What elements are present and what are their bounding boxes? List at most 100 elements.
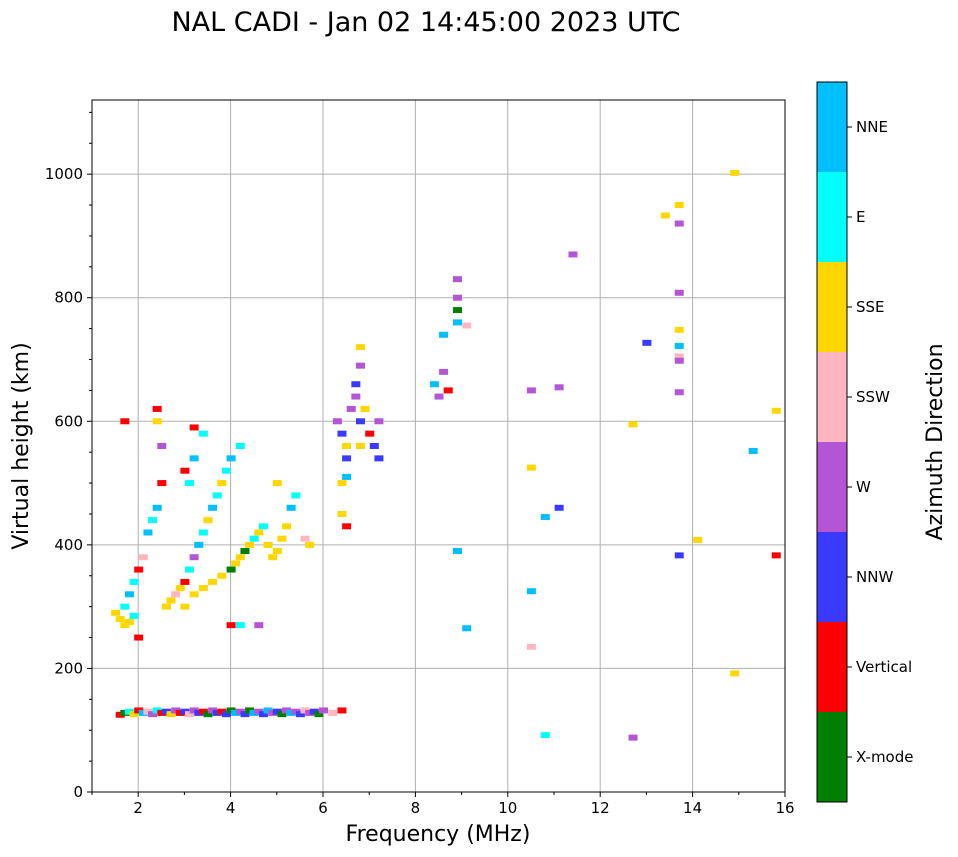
- data-point: [152, 418, 162, 425]
- data-point: [185, 711, 195, 718]
- x-tick-label: 10: [498, 799, 517, 817]
- data-point: [221, 467, 231, 474]
- y-tick-label: 600: [54, 412, 83, 430]
- data-point: [258, 523, 268, 530]
- data-point: [217, 708, 227, 715]
- data-point: [157, 443, 167, 449]
- data-point: [674, 326, 684, 333]
- data-point: [730, 670, 740, 677]
- data-point: [674, 289, 684, 296]
- data-point: [124, 591, 134, 598]
- data-point: [249, 535, 259, 542]
- x-axis-ticks: 2 4 6 8 10 12 14 16: [91, 792, 795, 817]
- plot-area: 2 4 6 8 10 12 14 16 0 200 400 600 800 1000: [45, 99, 795, 817]
- data-point: [268, 709, 278, 716]
- data-point: [374, 418, 384, 425]
- data-point: [771, 407, 781, 414]
- data-point: [554, 384, 564, 391]
- data-point: [674, 342, 684, 349]
- data-point: [194, 541, 204, 548]
- data-point: [337, 510, 347, 517]
- data-point: [198, 708, 208, 715]
- data-point: [286, 709, 296, 716]
- data-point: [748, 447, 758, 454]
- data-point: [291, 492, 301, 499]
- data-point: [203, 517, 213, 524]
- data-point: [360, 405, 370, 412]
- data-point: [439, 331, 449, 338]
- data-point: [342, 443, 352, 449]
- data-point: [152, 504, 162, 511]
- data-point: [254, 622, 264, 629]
- data-point: [526, 588, 536, 595]
- colorbar-segment: [817, 262, 847, 352]
- data-point: [730, 169, 740, 176]
- data-point: [198, 585, 208, 592]
- data-point: [166, 597, 176, 604]
- colorbar-tick-label: NNW: [856, 568, 893, 586]
- data-point: [249, 709, 259, 716]
- data-point: [180, 578, 190, 585]
- data-point: [309, 708, 319, 715]
- data-point: [180, 708, 190, 715]
- data-points: [111, 169, 781, 741]
- colorbar-tick-label: SSW: [856, 388, 890, 406]
- data-point: [452, 276, 462, 283]
- colorbar-tick-label: X-mode: [856, 748, 913, 766]
- data-point: [674, 353, 684, 360]
- data-point: [231, 709, 241, 716]
- x-tick-label: 14: [683, 799, 702, 817]
- x-tick-label: 6: [318, 799, 328, 817]
- data-point: [355, 344, 365, 351]
- data-point: [217, 480, 227, 487]
- data-point: [120, 603, 130, 610]
- colorbar-segment: [817, 172, 847, 262]
- data-point: [120, 709, 130, 716]
- data-point: [217, 572, 227, 579]
- y-tick-label: 200: [54, 659, 83, 677]
- data-point: [355, 362, 365, 369]
- data-point: [305, 541, 315, 548]
- data-point: [282, 707, 292, 714]
- x-axis-label: Frequency (MHz): [346, 822, 531, 847]
- colorbar-segment: [817, 622, 847, 712]
- data-point: [300, 707, 310, 714]
- data-point: [346, 405, 356, 412]
- data-point: [272, 548, 282, 555]
- data-point: [161, 603, 171, 610]
- data-point: [452, 307, 462, 314]
- data-point: [452, 319, 462, 326]
- data-point: [254, 529, 264, 536]
- data-point: [526, 643, 536, 650]
- data-point: [203, 711, 213, 718]
- data-point: [642, 339, 652, 346]
- data-point: [374, 455, 384, 462]
- data-point: [674, 220, 684, 227]
- x-tick-label: 4: [226, 799, 236, 817]
- data-point: [138, 709, 148, 716]
- data-point: [245, 707, 255, 714]
- data-point: [337, 707, 347, 714]
- data-point: [226, 622, 236, 629]
- data-point: [526, 387, 536, 394]
- colorbar-label: Azimuth Direction: [923, 343, 948, 540]
- data-point: [189, 554, 199, 561]
- data-point: [208, 707, 218, 714]
- data-point: [235, 622, 245, 629]
- data-point: [674, 389, 684, 396]
- data-point: [277, 711, 287, 718]
- data-point: [526, 464, 536, 471]
- data-point: [185, 480, 195, 487]
- data-point: [693, 536, 703, 543]
- data-point: [452, 548, 462, 555]
- data-point: [226, 455, 236, 462]
- colorbar-frame: [816, 81, 848, 803]
- data-point: [272, 708, 282, 715]
- x-tick-label: 16: [775, 799, 794, 817]
- data-point: [628, 734, 638, 741]
- data-point: [148, 711, 158, 718]
- data-point: [540, 514, 550, 521]
- data-point: [268, 554, 278, 561]
- x-tick-label: 8: [411, 799, 421, 817]
- data-point: [115, 616, 125, 622]
